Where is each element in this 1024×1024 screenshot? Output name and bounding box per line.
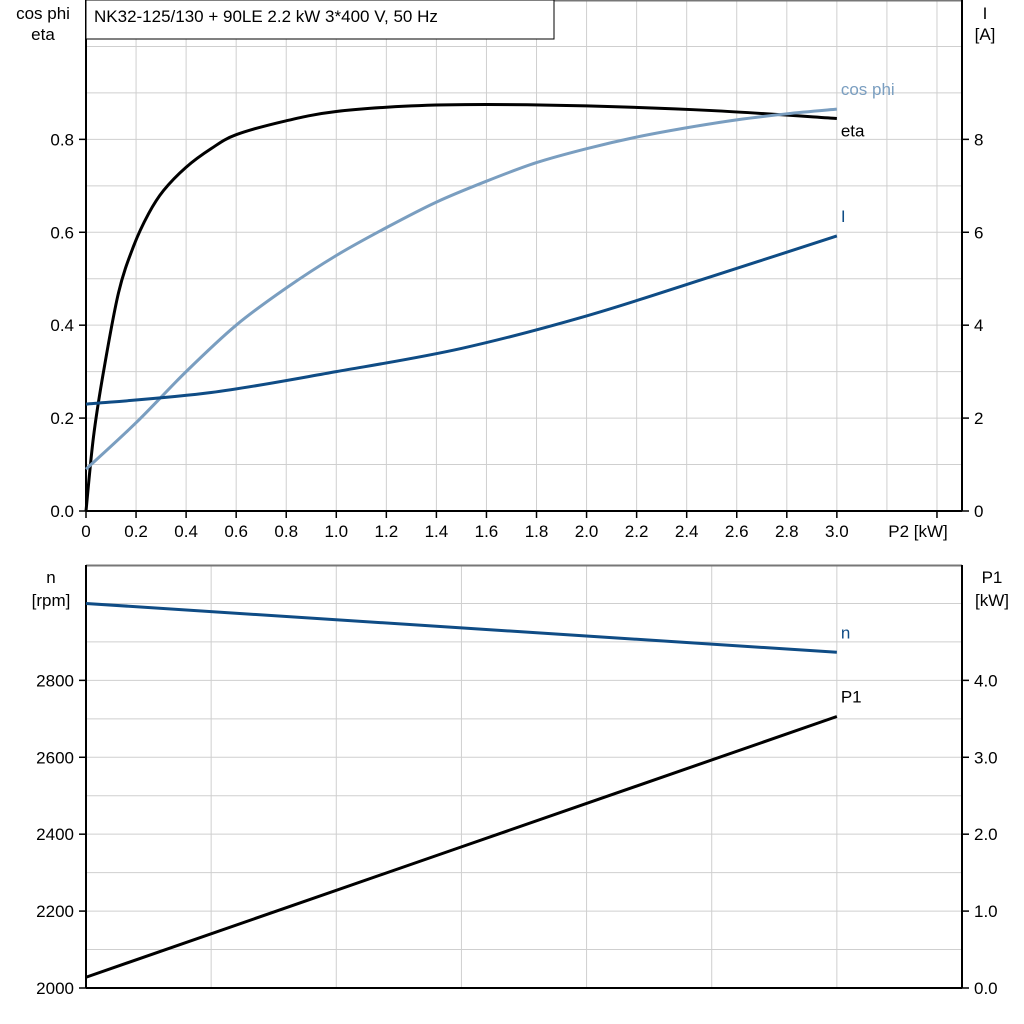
bottom-right-tick-label: 1.0	[974, 902, 998, 921]
top-left-tick-label: 0.6	[50, 223, 74, 242]
x-tick-label: 0.2	[124, 522, 148, 541]
x-tick-label: 3.0	[825, 522, 849, 541]
bottom-left-tick-label: 2400	[36, 825, 74, 844]
bottom-left-tick-label: 2600	[36, 748, 74, 767]
x-tick-label: 2.8	[775, 522, 799, 541]
bottom-right-tick-label: 4.0	[974, 671, 998, 690]
series-label-eta: eta	[841, 121, 865, 140]
x-tick-label: 1.0	[324, 522, 348, 541]
top-left-tick-label: 0.4	[50, 316, 74, 335]
x-tick-label: 2.0	[575, 522, 599, 541]
x-tick-label: 0.8	[274, 522, 298, 541]
series-label-cos-phi: cos phi	[841, 80, 895, 99]
x-tick-label: 2.6	[725, 522, 749, 541]
top-right-tick-label: 8	[974, 130, 983, 149]
top-right-tick-label: 2	[974, 409, 983, 428]
top-right-tick-label: 4	[974, 316, 983, 335]
bottom-left-tick-label: 2200	[36, 902, 74, 921]
series-line-cos-phi	[84, 107, 837, 471]
series-line-n	[85, 601, 837, 654]
bottom-left-axis-label-1: n	[46, 568, 55, 587]
top-right-tick-label: 6	[974, 223, 983, 242]
top-left-tick-label: 0.8	[50, 130, 74, 149]
x-tick-label: 0.6	[224, 522, 248, 541]
bottom-right-tick-label: 2.0	[974, 825, 998, 844]
bottom-left-tick-label: 2000	[36, 979, 74, 998]
bottom-right-tick-label: 3.0	[974, 748, 998, 767]
top-left-tick-label: 0.0	[50, 502, 74, 521]
top-right-axis-label-2: [A]	[975, 25, 996, 44]
x-tick-label: 1.6	[475, 522, 499, 541]
x-tick-label: 1.8	[525, 522, 549, 541]
top-left-axis-label-1: cos phi	[16, 4, 70, 23]
series-label-i: I	[841, 207, 846, 226]
series-label-n: n	[841, 623, 850, 642]
bottom-right-axis-label-2: [kW]	[975, 591, 1009, 610]
x-tick-label: 0.4	[174, 522, 198, 541]
top-left-tick-label: 0.2	[50, 409, 74, 428]
x-tick-label: 2.4	[675, 522, 699, 541]
top-right-tick-label: 0	[974, 502, 983, 521]
chart-title: NK32-125/130 + 90LE 2.2 kW 3*400 V, 50 H…	[94, 7, 438, 26]
bottom-right-axis-label-1: P1	[982, 568, 1003, 587]
x-tick-label: 2.2	[625, 522, 649, 541]
bottom-left-tick-label: 2800	[36, 671, 74, 690]
bottom-right-tick-label: 0.0	[974, 979, 998, 998]
series-line-p1	[85, 715, 838, 979]
x-tick-label: 0	[81, 522, 90, 541]
x-tick-label: 1.2	[375, 522, 399, 541]
series-line-eta	[84, 103, 837, 512]
series-label-p1: P1	[841, 688, 862, 707]
top-chart-grid: 0.0 0.2 0.4 0.6 0.8 0 2 4 6 8 0 0.2 0.4 0.6 0.8 1.0 1.2 1…	[50, 0, 983, 541]
bottom-left-axis-label-2: [rpm]	[32, 591, 71, 610]
series-line-i	[85, 234, 838, 406]
x-axis-label: P2 [kW]	[888, 522, 948, 541]
title-box: NK32-125/130 + 90LE 2.2 kW 3*400 V, 50 H…	[85, 0, 555, 40]
top-left-axis-label-2: eta	[31, 25, 55, 44]
top-right-axis-label-1: I	[983, 4, 988, 23]
bottom-chart-grid: 2000 2200 2400 2600 2800 0.0 1.0 2.0 3.0 4.0	[36, 564, 998, 998]
x-tick-label: 1.4	[425, 522, 449, 541]
